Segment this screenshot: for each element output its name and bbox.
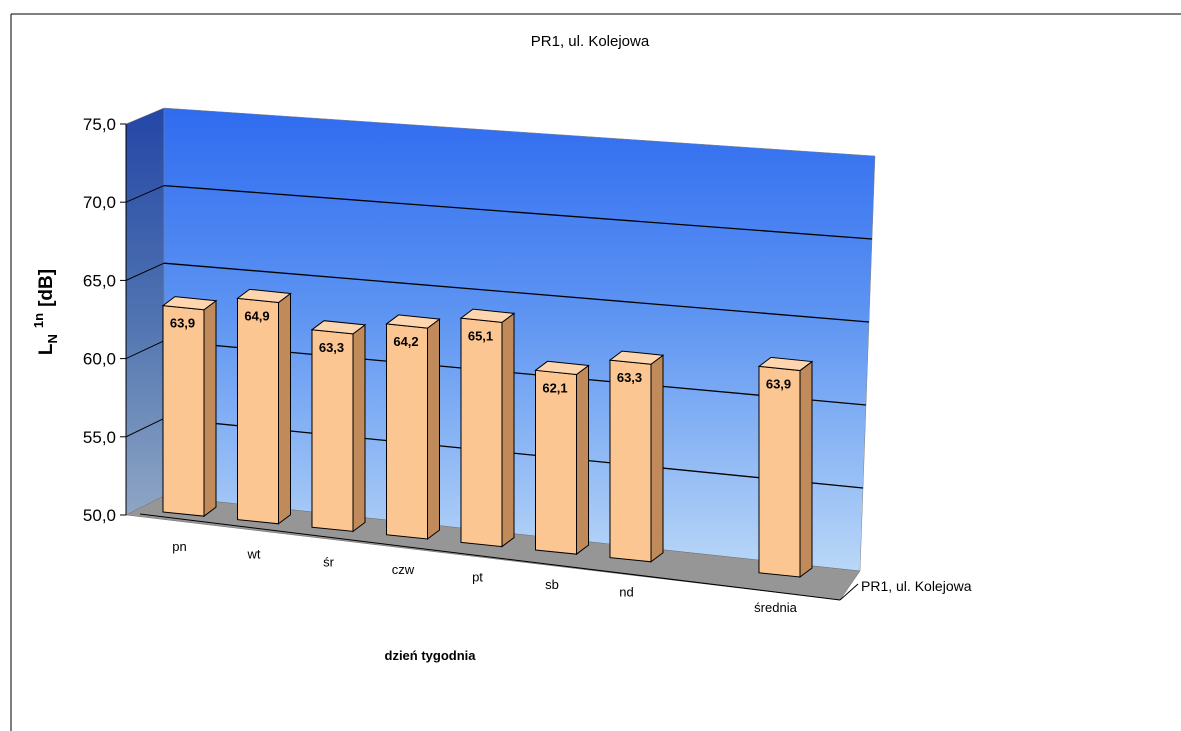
y-tick-label: 55,0 [83, 428, 116, 447]
bar: 63,9 [757, 356, 814, 578]
bar: 65,1 [459, 308, 516, 548]
bar-side [352, 323, 366, 533]
gridline-side [125, 340, 165, 360]
bar-side [650, 354, 664, 563]
gridline-side [125, 262, 165, 281]
gridline-side [125, 185, 165, 203]
data-label: 63,3 [319, 340, 344, 355]
bar: 64,9 [236, 288, 292, 525]
bar: 62,1 [534, 360, 590, 556]
x-tick-label: średnia [754, 600, 797, 615]
x-axis-line [139, 513, 841, 601]
data-label: 63,9 [170, 316, 195, 331]
bar-top [161, 296, 218, 311]
bar-side [501, 312, 515, 548]
x-tick-label: nd [619, 585, 633, 600]
x-tick-label: pn [172, 539, 186, 554]
bar: 63,9 [161, 296, 218, 518]
bar-top [385, 314, 441, 329]
chart-title: PR1, ul. Kolejowa [531, 33, 650, 50]
gridline [163, 262, 870, 323]
y-axis-label: LN 1n [dB] [31, 269, 60, 355]
floor [125, 495, 861, 601]
data-label: 65,1 [468, 328, 493, 343]
y-axis-label-unit: [dB] [36, 269, 57, 307]
gridline [163, 184, 873, 240]
bar-front [386, 323, 428, 540]
bar-top [608, 350, 665, 365]
bar-top [459, 308, 516, 323]
data-label: 64,9 [244, 308, 269, 323]
x-axis: pn wt śr czw pt sb nd średnia [139, 513, 859, 615]
bar-side [278, 292, 291, 525]
bar-side [203, 299, 217, 518]
data-label: 63,9 [766, 376, 791, 391]
bar-side [576, 364, 589, 556]
x-tick-label: śr [323, 554, 335, 569]
y-tick-label: 65,0 [83, 271, 116, 290]
x-tick-label: pt [472, 569, 483, 584]
y-axis-label-sup: 1n [31, 313, 46, 328]
bar-side [799, 360, 813, 578]
bar-front [535, 369, 577, 555]
series-label: PR1, ul. Kolejowa [861, 578, 972, 594]
bar-top [236, 288, 292, 304]
bar-front [609, 359, 652, 563]
bar-top [310, 320, 367, 335]
y-tick-label: 70,0 [83, 193, 116, 212]
bar-side [427, 318, 440, 540]
y-axis-label-sub: N [45, 334, 60, 343]
x-tick-label: czw [392, 562, 415, 577]
bar-front [460, 317, 503, 548]
data-label: 62,1 [542, 380, 567, 395]
bar-top [534, 360, 590, 376]
x-axis-label: dzień tygodnia [385, 648, 477, 663]
side-wall [125, 107, 165, 516]
y-axis-label-main: L [36, 343, 57, 355]
bar-front [311, 329, 354, 532]
y-axis: 50,0 55,0 60,0 65,0 70,0 75,0 [83, 115, 127, 525]
depth-axis-line [839, 583, 859, 601]
bar-front [237, 297, 279, 525]
bar-front [162, 305, 205, 517]
bar: 63,3 [608, 350, 665, 563]
data-label: 64,2 [393, 334, 418, 349]
x-tick-label: sb [545, 577, 559, 592]
y-tick-label: 75,0 [83, 115, 116, 134]
data-label: 63,3 [617, 370, 642, 385]
y-tick-label: 60,0 [83, 350, 116, 369]
bars: 63,9 64,9 63,3 64,2 65,1 62,1 63,3 63,9 [161, 288, 814, 578]
x-tick-label: wt [247, 547, 261, 562]
gridline-side [125, 417, 165, 438]
bar-front [758, 365, 801, 578]
bar: 64,2 [385, 314, 441, 540]
bar: 63,3 [310, 320, 367, 533]
y-tick-label: 50,0 [83, 506, 116, 525]
bar-top [757, 356, 814, 372]
